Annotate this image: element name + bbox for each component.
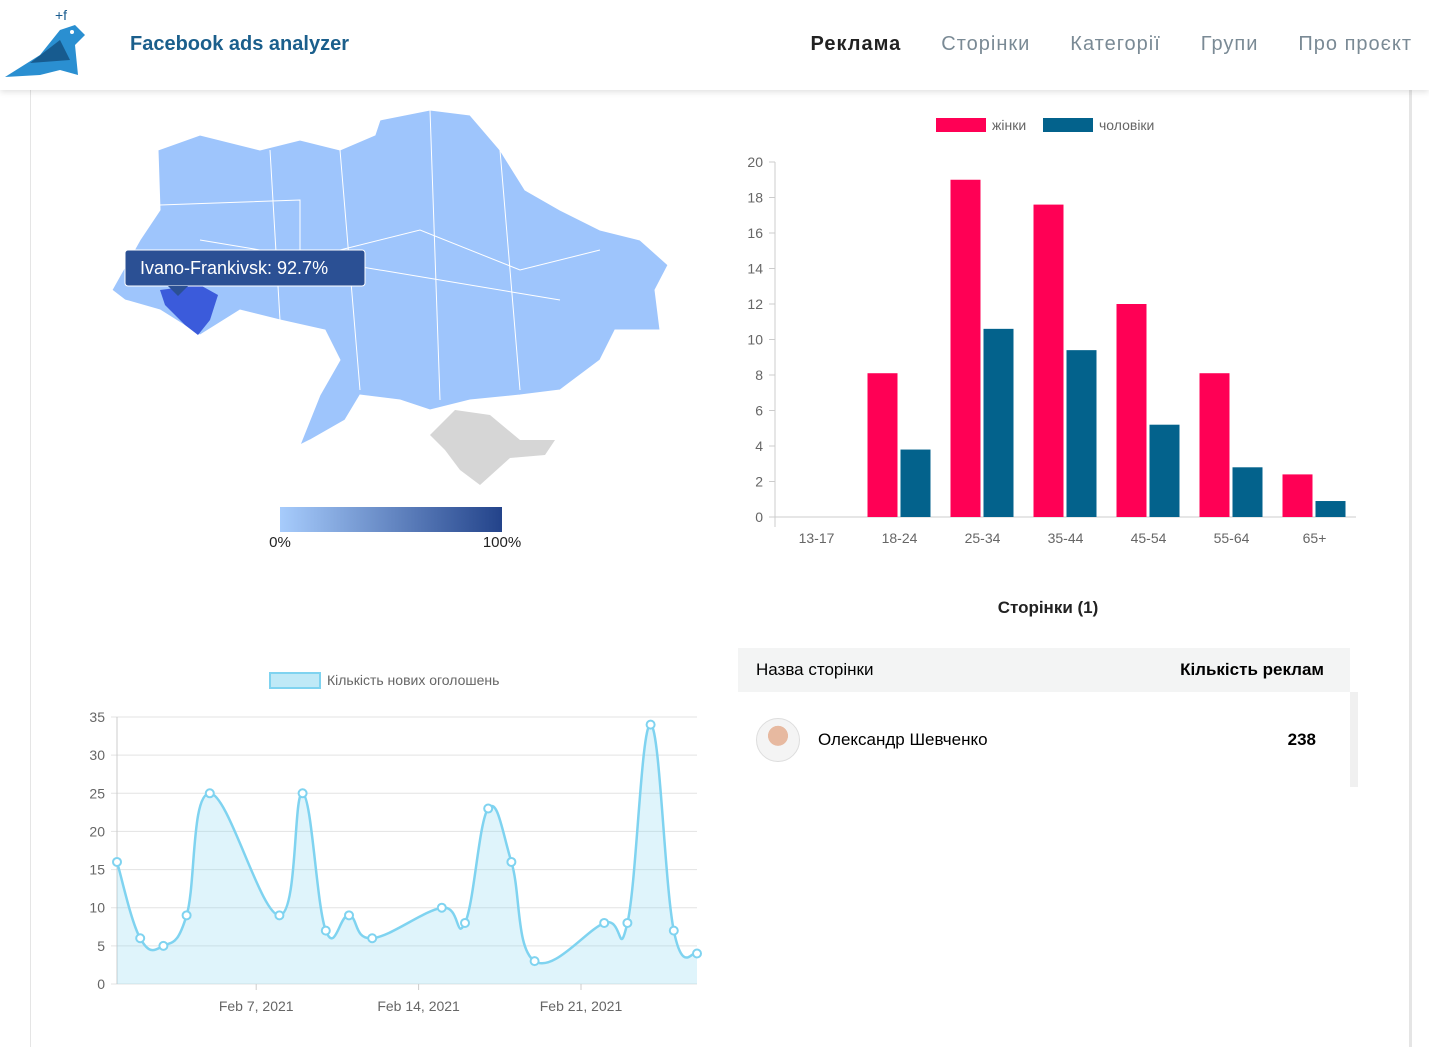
y-tick-label: 14 (747, 261, 763, 277)
point (204, 788, 215, 799)
point (622, 917, 633, 928)
point (599, 917, 610, 928)
x-tick-label: 65+ (1303, 530, 1327, 546)
x-tick-label: 35-44 (1048, 530, 1084, 546)
bar (1066, 350, 1097, 517)
header: +f Facebook ads analyzer Реклама Сторінки… (0, 0, 1429, 90)
y-tick-label: 5 (97, 938, 105, 954)
point (460, 917, 470, 928)
column-header: Кількість реклам (1180, 660, 1324, 679)
brand[interactable]: Facebook ads analyzer (130, 33, 349, 55)
table-header: Назва сторінки Кількість реклам (738, 648, 1350, 692)
x-tick-label: 25-34 (965, 530, 1001, 546)
y-tick-label: 6 (755, 403, 763, 419)
point (529, 956, 540, 967)
x-tick-label: Feb 7, 2021 (219, 998, 294, 1014)
y-tick-label: 10 (89, 900, 105, 916)
legend-label: Кількість нових оголошень (327, 672, 499, 688)
x-tick-label: Feb 21, 2021 (540, 998, 623, 1014)
x-tick-label: 55-64 (1214, 530, 1250, 546)
point (344, 910, 354, 921)
legend-swatch (1043, 118, 1093, 132)
y-tick-label: 18 (747, 190, 763, 206)
y-tick-label: 30 (89, 747, 105, 763)
nav-item[interactable]: Реклама (810, 33, 902, 55)
nav: Реклама Сторінки Категорії Групи Про проєкт (811, 33, 1412, 56)
point (135, 933, 146, 944)
ukraine-map: Ivano-Frankivsk: 92.7% 0% 100% (111, 109, 669, 551)
y-tick-label: 15 (89, 862, 105, 878)
y-tick-label: 20 (747, 154, 763, 170)
bar (1315, 501, 1346, 517)
y-tick-label: 0 (755, 509, 763, 525)
point (181, 910, 192, 921)
nav-item[interactable]: Групи (1200, 33, 1259, 55)
y-tick-label: 2 (755, 474, 763, 490)
legend-swatch (936, 118, 986, 132)
bar (1149, 424, 1180, 517)
page-name[interactable]: Олександр Шевченко (818, 729, 988, 749)
bar (1033, 204, 1064, 517)
bar (1116, 304, 1147, 517)
y-tick-label: 35 (89, 709, 105, 725)
point (436, 902, 447, 913)
x-tick-label: 18-24 (882, 530, 918, 546)
bar (867, 373, 898, 517)
nav-item[interactable]: Сторінки (941, 33, 1031, 55)
ad-count: 238 (1287, 729, 1316, 749)
bar (1282, 474, 1313, 517)
point (645, 719, 656, 730)
legend-swatch (269, 672, 321, 689)
content (30, 90, 1412, 1047)
legend-label: чоловіки (1099, 117, 1154, 133)
point (297, 788, 308, 799)
pages-table: Сторінки (1) Назва сторінки Кількість ре… (738, 598, 1358, 787)
y-tick-label: 16 (747, 225, 763, 241)
y-tick-label: 20 (89, 823, 105, 839)
bar (1199, 373, 1230, 517)
y-tick-label: 4 (755, 438, 763, 454)
y-tick-label: 0 (97, 976, 105, 992)
point (483, 803, 494, 814)
nav-item[interactable]: Категорії (1070, 33, 1161, 55)
tooltip (124, 249, 366, 287)
bar (1232, 467, 1263, 517)
y-tick-label: 8 (755, 367, 763, 383)
point (320, 925, 331, 936)
x-tick-label: 13-17 (799, 530, 835, 546)
point (112, 856, 122, 867)
tooltip-text: Ivano-Frankivsk: 92.7% (140, 258, 328, 278)
logo[interactable]: +f (0, 5, 110, 90)
bar (983, 328, 1014, 517)
y-tick-label: 25 (89, 785, 105, 801)
table-title: Сторінки (1) (997, 598, 1099, 617)
area (117, 724, 697, 984)
x-tick-label: Feb 14, 2021 (377, 998, 460, 1014)
highlighted-region[interactable] (160, 285, 218, 335)
scale-max: 100% (483, 534, 521, 551)
point (274, 910, 285, 921)
x-tick-label: 45-54 (1131, 530, 1167, 546)
point (367, 933, 378, 944)
avatar (756, 717, 800, 762)
color-scale (280, 507, 502, 532)
bar (900, 449, 931, 517)
table-row[interactable]: Олександр Шевченко 238 (738, 692, 1358, 787)
y-tick-label: 10 (747, 332, 763, 348)
y-tick-label: 12 (747, 296, 763, 312)
legend-label: жінки (992, 117, 1026, 133)
point (506, 856, 517, 867)
point (158, 940, 169, 951)
column-header: Назва сторінки (756, 660, 874, 679)
point (668, 925, 679, 936)
nav-item[interactable]: Про проєкт (1298, 33, 1412, 55)
scale-min: 0% (269, 534, 291, 551)
bar (950, 179, 981, 517)
point (692, 948, 702, 959)
svg-text:+f: +f (55, 7, 67, 23)
